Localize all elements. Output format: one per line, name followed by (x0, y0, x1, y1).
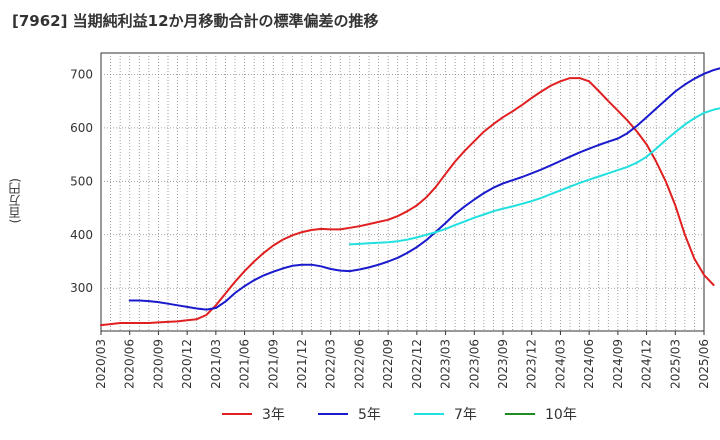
x-tick-label: 2023/12 (525, 339, 539, 389)
x-tick-label: 2021/12 (295, 339, 309, 389)
legend-label-1: 3年 (262, 407, 285, 423)
x-tick-label: 2021/09 (266, 339, 280, 389)
x-tick-label: 2020/12 (180, 339, 194, 389)
chart-title: [7962] 当期純利益12か月移動合計の標準偏差の推移 (12, 12, 379, 30)
x-tick-label: 2020/06 (123, 339, 137, 389)
x-tick-label: 2025/06 (697, 339, 711, 389)
x-tick-label: 2024/03 (553, 339, 567, 389)
x-tick-label: 2024/09 (611, 339, 625, 389)
x-tick-label: 2024/12 (640, 339, 654, 389)
x-tick-label: 2023/06 (467, 339, 481, 389)
plot-area (100, 52, 705, 332)
x-tick-label: 2020/09 (151, 339, 165, 389)
x-tick-label: 2022/12 (410, 339, 424, 389)
x-tick-label: 2025/03 (668, 339, 682, 389)
legend-label-4: 10年 (545, 407, 577, 423)
y-tick-label: 300 (70, 281, 93, 295)
y-tick-label: 500 (70, 174, 93, 188)
x-tick-label: 2021/06 (238, 339, 252, 389)
legend-label-2: 5年 (358, 407, 381, 423)
series-line-1 (100, 77, 715, 327)
x-tick-label: 2023/03 (439, 339, 453, 389)
y-tick-label: 600 (70, 121, 93, 135)
x-tick-label: 2023/09 (496, 339, 510, 389)
x-tick-label: 2024/06 (582, 339, 596, 389)
x-tick-label: 2021/03 (209, 339, 223, 389)
x-tick-label: 2022/06 (352, 339, 366, 389)
x-tick-label: 2022/09 (381, 339, 395, 389)
y-tick-label: 700 (70, 67, 93, 81)
series-line-3 (348, 107, 720, 246)
y-tick-label: 400 (70, 228, 93, 242)
legend-label-3: 7年 (454, 407, 477, 423)
x-tick-label: 2022/03 (324, 339, 338, 389)
x-tick-label: 2020/03 (94, 339, 108, 389)
series-line-2 (128, 67, 720, 311)
